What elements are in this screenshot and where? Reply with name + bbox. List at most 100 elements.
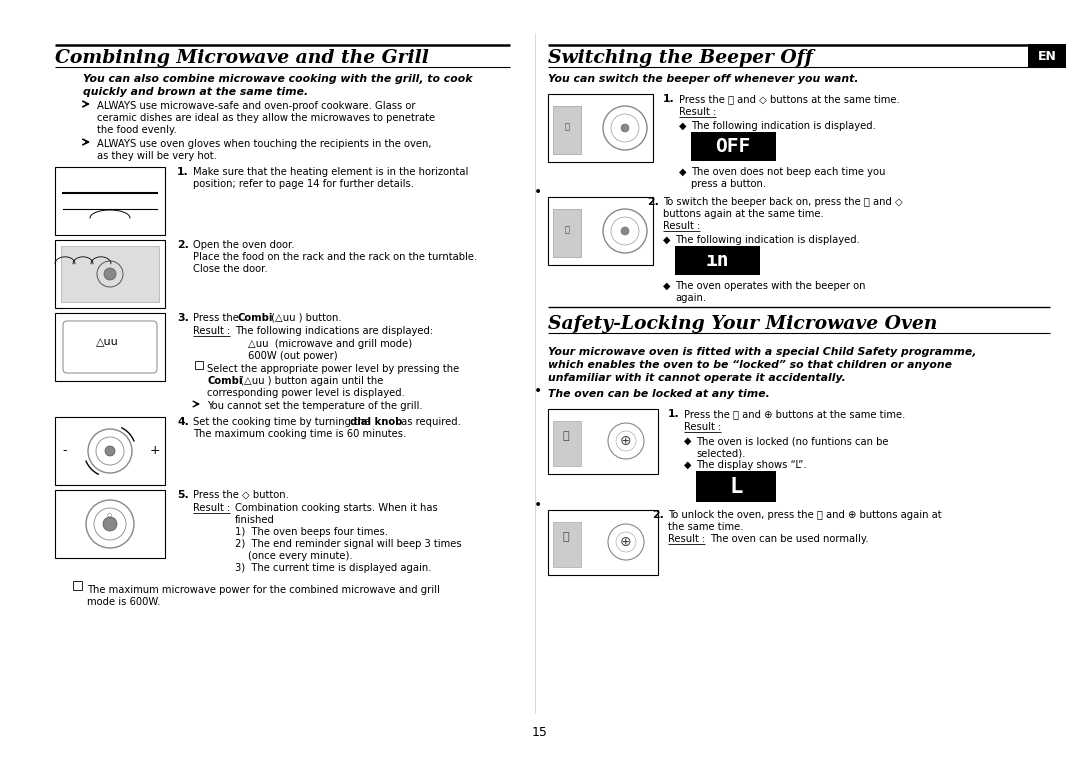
- Text: The oven can be locked at any time.: The oven can be locked at any time.: [548, 389, 770, 399]
- Bar: [553, 421, 581, 466]
- Text: Press the ◇ button.: Press the ◇ button.: [193, 490, 288, 500]
- Text: 2.: 2.: [647, 197, 659, 207]
- Text: buttons again at the same time.: buttons again at the same time.: [663, 209, 824, 219]
- Text: The following indication is displayed.: The following indication is displayed.: [675, 235, 860, 245]
- Text: the food evenly.: the food evenly.: [97, 125, 177, 135]
- Text: ⚿: ⚿: [563, 431, 569, 441]
- Text: Result :: Result :: [663, 221, 700, 231]
- Text: unfamiliar with it cannot operate it accidentally.: unfamiliar with it cannot operate it acc…: [548, 373, 846, 383]
- Text: dial knob: dial knob: [350, 417, 403, 427]
- Bar: [55, 490, 165, 558]
- Text: 2.: 2.: [177, 240, 189, 250]
- Text: Close the door.: Close the door.: [193, 264, 268, 274]
- Text: Set the cooking time by turning the: Set the cooking time by turning the: [193, 417, 374, 427]
- Text: The oven can be used normally.: The oven can be used normally.: [710, 534, 868, 544]
- Circle shape: [105, 446, 114, 456]
- Text: +: +: [150, 445, 160, 458]
- Text: ⊕: ⊕: [620, 535, 632, 549]
- Text: The maximum cooking time is 60 minutes.: The maximum cooking time is 60 minutes.: [193, 429, 406, 439]
- Text: ın: ın: [705, 252, 729, 271]
- Text: The following indications are displayed:: The following indications are displayed:: [235, 326, 433, 336]
- Text: Combination cooking starts. When it has: Combination cooking starts. When it has: [235, 503, 437, 513]
- FancyBboxPatch shape: [63, 321, 157, 373]
- Text: the same time.: the same time.: [669, 522, 743, 532]
- Text: 600W (out power): 600W (out power): [248, 351, 338, 361]
- Text: 1.: 1.: [669, 409, 679, 419]
- Text: ◆: ◆: [663, 281, 671, 291]
- Bar: [548, 94, 653, 162]
- Text: 3)  The current time is displayed again.: 3) The current time is displayed again.: [235, 563, 432, 573]
- Text: ◇: ◇: [107, 512, 112, 518]
- Bar: [553, 522, 581, 567]
- Bar: [553, 209, 581, 257]
- Text: Result :: Result :: [193, 503, 230, 513]
- Text: The maximum microwave power for the combined microwave and grill: The maximum microwave power for the comb…: [87, 585, 440, 595]
- Text: Press the: Press the: [193, 313, 242, 323]
- Text: •: •: [534, 498, 542, 512]
- Text: 4.: 4.: [177, 417, 189, 427]
- Text: which enables the oven to be “locked” so that children or anyone: which enables the oven to be “locked” so…: [548, 360, 951, 370]
- Text: Press the Ⓣ and ⊕ buttons at the same time.: Press the Ⓣ and ⊕ buttons at the same ti…: [684, 409, 905, 419]
- Text: Result :: Result :: [679, 107, 716, 117]
- Circle shape: [104, 268, 116, 280]
- Text: Result :: Result :: [193, 326, 230, 336]
- Text: Make sure that the heating element is in the horizontal: Make sure that the heating element is in…: [193, 167, 469, 177]
- Text: △uu  (microwave and grill mode): △uu (microwave and grill mode): [248, 339, 413, 349]
- Text: •: •: [534, 384, 542, 398]
- Bar: [55, 417, 165, 485]
- Text: (once every minute).: (once every minute).: [248, 551, 353, 561]
- Text: 1.: 1.: [663, 94, 675, 104]
- Text: Select the appropriate power level by pressing the: Select the appropriate power level by pr…: [207, 364, 459, 374]
- Bar: [1028, 44, 1066, 68]
- Text: The oven is locked (no funtions can be: The oven is locked (no funtions can be: [696, 436, 889, 446]
- Text: corresponding power level is displayed.: corresponding power level is displayed.: [207, 388, 405, 398]
- Text: 15: 15: [532, 726, 548, 739]
- Text: ◆: ◆: [679, 121, 687, 131]
- Circle shape: [103, 517, 117, 531]
- Text: ⚿: ⚿: [565, 226, 569, 234]
- Text: -: -: [63, 445, 67, 458]
- Text: Result :: Result :: [669, 534, 705, 544]
- Text: again.: again.: [675, 293, 706, 303]
- Bar: [675, 246, 760, 275]
- Text: finished: finished: [235, 515, 275, 525]
- Text: Combining Microwave and the Grill: Combining Microwave and the Grill: [55, 49, 429, 67]
- Text: To unlock the oven, press the Ⓣ and ⊕ buttons again at: To unlock the oven, press the Ⓣ and ⊕ bu…: [669, 510, 942, 520]
- Text: Result :: Result :: [684, 422, 721, 432]
- Bar: [60, 246, 159, 302]
- Bar: [195, 361, 203, 369]
- Text: •: •: [534, 185, 542, 199]
- Text: ALWAYS use oven gloves when touching the recipients in the oven,: ALWAYS use oven gloves when touching the…: [97, 139, 432, 149]
- Text: 1.: 1.: [177, 167, 189, 177]
- Bar: [691, 132, 777, 161]
- Text: Your microwave oven is fitted with a special Child Safety programme,: Your microwave oven is fitted with a spe…: [548, 347, 976, 357]
- Text: ◆: ◆: [684, 436, 691, 446]
- Bar: [548, 197, 653, 265]
- Text: ◆: ◆: [663, 235, 671, 245]
- Text: 5.: 5.: [177, 490, 189, 500]
- Bar: [553, 106, 581, 154]
- Text: The oven operates with the beeper on: The oven operates with the beeper on: [675, 281, 865, 291]
- Bar: [55, 167, 165, 235]
- Text: (△uu ) button.: (△uu ) button.: [268, 313, 341, 323]
- Bar: [696, 471, 777, 502]
- Text: mode is 600W.: mode is 600W.: [87, 597, 160, 607]
- Text: ALWAYS use microwave-safe and oven-proof cookware. Glass or: ALWAYS use microwave-safe and oven-proof…: [97, 101, 416, 111]
- Text: Open the oven door.: Open the oven door.: [193, 240, 295, 250]
- Text: To switch the beeper back on, press the Ⓣ and ◇: To switch the beeper back on, press the …: [663, 197, 903, 207]
- Text: The oven does not beep each time you: The oven does not beep each time you: [691, 167, 886, 177]
- Circle shape: [621, 124, 629, 132]
- Text: 2.: 2.: [652, 510, 664, 520]
- Text: 3.: 3.: [177, 313, 189, 323]
- Text: Safety-Locking Your Microwave Oven: Safety-Locking Your Microwave Oven: [548, 315, 937, 333]
- Text: EN: EN: [1038, 50, 1056, 63]
- Text: L: L: [729, 477, 743, 497]
- Bar: [548, 510, 658, 575]
- Text: as required.: as required.: [399, 417, 461, 427]
- Text: ceramic dishes are ideal as they allow the microwaves to penetrate: ceramic dishes are ideal as they allow t…: [97, 113, 435, 123]
- Text: ◆: ◆: [684, 460, 691, 470]
- Text: 1)  The oven beeps four times.: 1) The oven beeps four times.: [235, 527, 388, 537]
- Bar: [55, 313, 165, 381]
- Text: Combi: Combi: [207, 376, 242, 386]
- Text: position; refer to page 14 for further details.: position; refer to page 14 for further d…: [193, 179, 414, 189]
